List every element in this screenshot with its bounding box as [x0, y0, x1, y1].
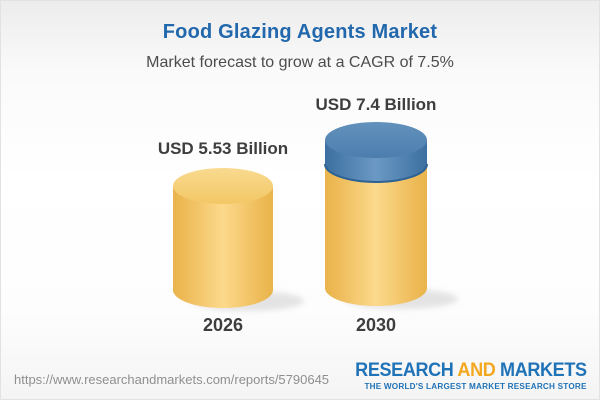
cylinder-bar-chart	[173, 122, 458, 311]
page-subtitle: Market forecast to grow at a CAGR of 7.5…	[146, 54, 454, 71]
bar-2030-cylinder	[324, 122, 428, 306]
bar-2026-year-label: 2026	[202, 315, 244, 335]
logo-word-markets: MARKETS	[500, 359, 587, 381]
bar-2026-cylinder	[173, 168, 273, 308]
logo-word-research: RESEARCH	[355, 359, 455, 381]
page-title: Food Glazing Agents Market	[162, 21, 438, 43]
bar-2030-year-label: 2030	[355, 315, 397, 335]
bar-2026-value-label: USD 5.53 Billion	[157, 139, 289, 158]
bar-2030-value-label: USD 7.4 Billion	[315, 95, 437, 114]
logo-word-and: AND	[457, 359, 496, 381]
logo-wordmark: RESEARCH AND MARKETS	[355, 359, 588, 381]
research-and-markets-logo: RESEARCH AND MARKETS THE WORLD'S LARGEST…	[355, 359, 588, 392]
logo-tagline: THE WORLD'S LARGEST MARKET RESEARCH STOR…	[364, 380, 587, 391]
report-url: https://www.researchandmarkets.com/repor…	[14, 372, 330, 387]
